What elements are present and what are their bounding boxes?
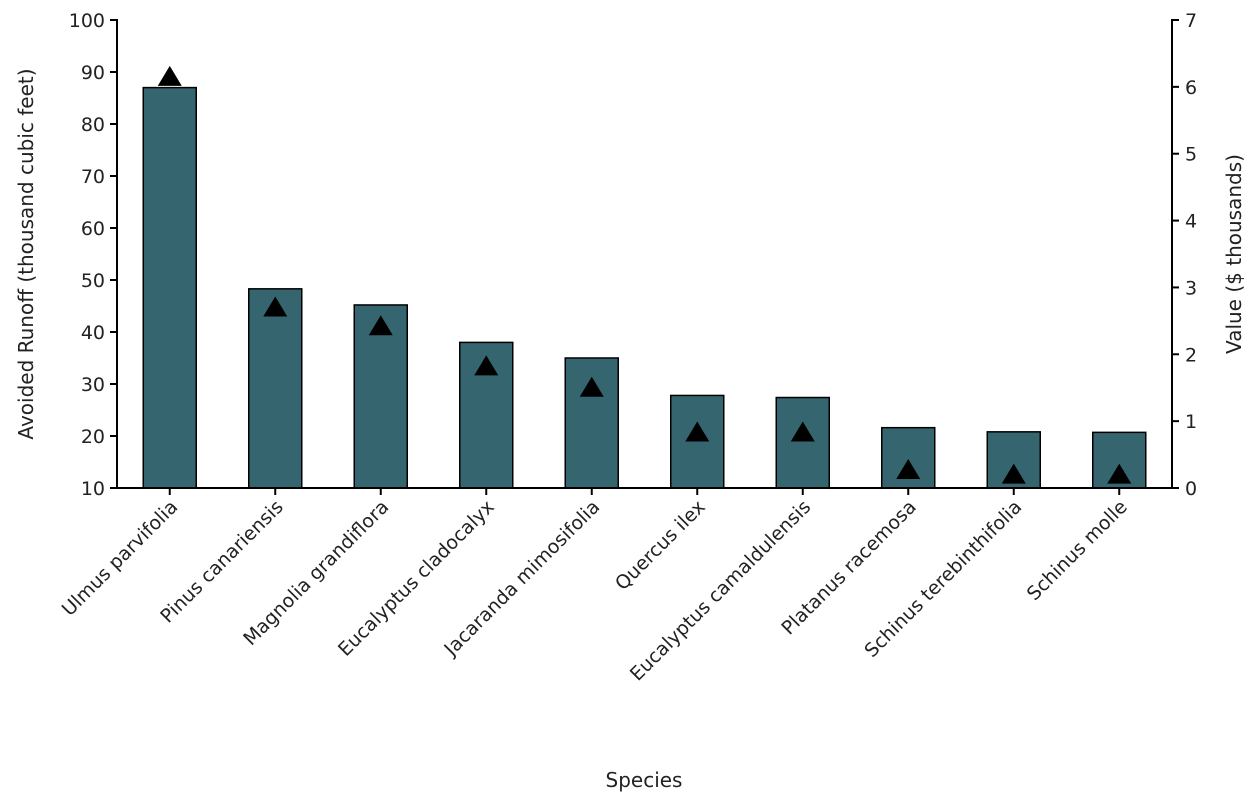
y-tick-label: 100: [69, 10, 105, 32]
value-marker-6: [790, 421, 815, 442]
x-axis-title: Species: [606, 768, 683, 792]
bar-0: [142, 86, 197, 489]
value-marker-8: [1001, 463, 1026, 484]
value-marker-7: [896, 458, 921, 479]
y2-tick-label: 3: [1185, 277, 1197, 299]
bar-1: [248, 288, 303, 489]
value-marker-2: [368, 315, 393, 336]
bar-6: [775, 396, 830, 489]
value-marker-9: [1107, 463, 1132, 484]
category-label: Ulmus parvifolia: [58, 496, 183, 621]
y-tick-label: 40: [81, 322, 105, 344]
value-marker-5: [685, 421, 710, 442]
tick-labels: 10 20 30 40 50 60 70 80 90 100 0 1 2 3 4 5 6 7: [69, 10, 1197, 500]
y2-tick-label: 2: [1185, 344, 1197, 366]
y-tick-label: 60: [81, 218, 105, 240]
value-marker-0: [157, 65, 182, 86]
markers: [157, 65, 1132, 484]
y2-tick-label: 1: [1185, 411, 1197, 433]
category-label: Schinus molle: [1023, 496, 1132, 605]
y-tick-label: 70: [81, 166, 105, 188]
y-tick-label: 80: [81, 114, 105, 136]
category-label: Quercus ilex: [611, 496, 710, 595]
y2-tick-label: 6: [1185, 77, 1197, 99]
y-tick-label: 10: [81, 478, 105, 500]
y2-tick-label: 7: [1185, 10, 1197, 32]
bar-5: [670, 394, 725, 489]
bar-7: [881, 426, 936, 489]
y2-tick-label: 0: [1185, 478, 1197, 500]
category-label: Eucalyptus camaldulensis: [626, 496, 815, 685]
y-tick-label: 50: [81, 270, 105, 292]
y-tick-label: 30: [81, 374, 105, 396]
value-marker-4: [579, 376, 604, 397]
bar-2: [353, 304, 408, 489]
y-tick-label: 90: [81, 62, 105, 84]
axes: [110, 19, 1179, 495]
y2-tick-label: 5: [1185, 144, 1197, 166]
y2-axis-title: Value ($ thousands): [1222, 154, 1246, 354]
y-axis-title: Avoided Runoff (thousand cubic feet): [14, 68, 38, 439]
bars: [142, 86, 1147, 489]
value-marker-1: [263, 296, 288, 317]
value-marker-3: [474, 355, 499, 376]
y-tick-label: 20: [81, 426, 105, 448]
y2-tick-label: 4: [1185, 211, 1197, 233]
